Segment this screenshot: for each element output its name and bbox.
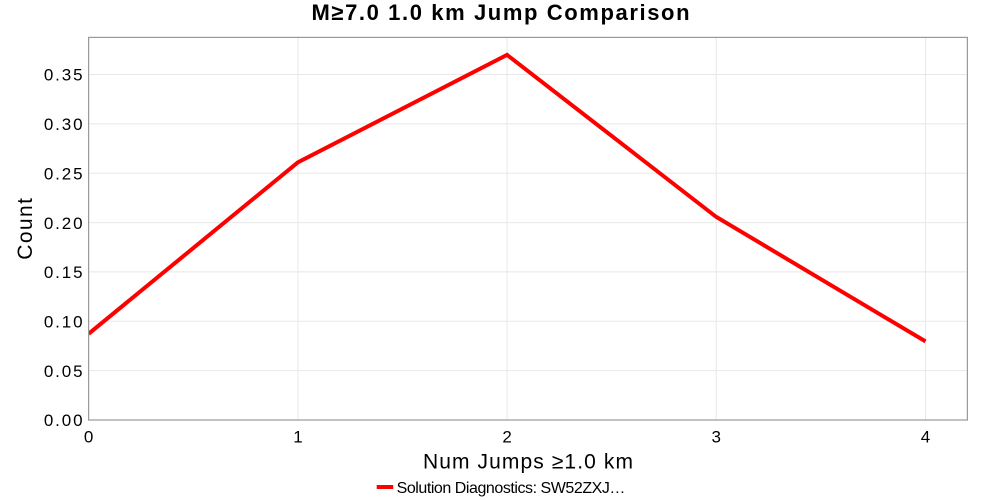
svg-text:Solution Diagnostics: SW52ZXJ…: Solution Diagnostics: SW52ZXJ…	[397, 480, 625, 497]
svg-text:0.25: 0.25	[44, 164, 85, 183]
svg-text:4: 4	[921, 428, 930, 447]
svg-text:0.30: 0.30	[44, 115, 85, 134]
svg-text:3: 3	[711, 428, 720, 447]
svg-text:1: 1	[293, 428, 302, 447]
svg-text:0.00: 0.00	[44, 411, 85, 430]
svg-text:0.15: 0.15	[44, 263, 85, 282]
svg-text:0.20: 0.20	[44, 214, 85, 233]
svg-text:Count: Count	[14, 197, 37, 260]
svg-text:0.10: 0.10	[44, 312, 85, 331]
svg-text:0.35: 0.35	[44, 66, 85, 85]
svg-text:Num Jumps ≥1.0 km: Num Jumps ≥1.0 km	[423, 451, 634, 474]
svg-text:2: 2	[502, 428, 511, 447]
svg-text:0: 0	[84, 428, 93, 447]
svg-text:0.05: 0.05	[44, 362, 85, 381]
svg-text:M≥7.0 1.0 km Jump Comparison: M≥7.0 1.0 km Jump Comparison	[311, 0, 691, 25]
